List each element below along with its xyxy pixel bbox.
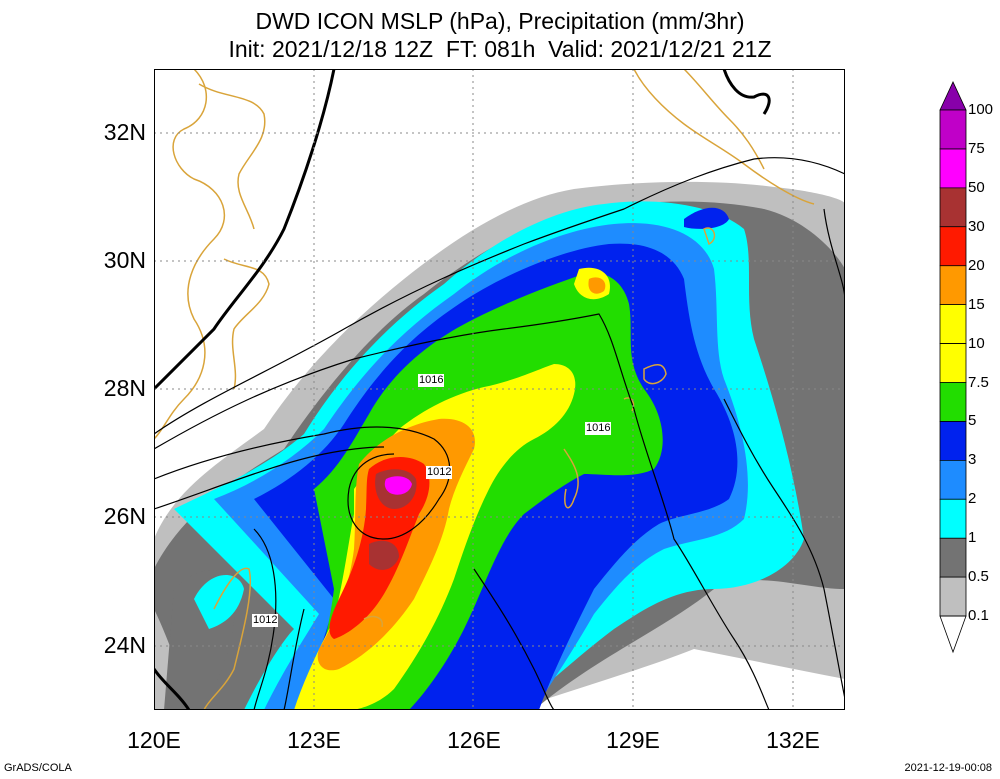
legend-level-label: 75 <box>968 139 985 157</box>
y-tick-label: 30N <box>103 247 146 273</box>
legend-swatch <box>939 187 967 228</box>
isobar-label: 1016 <box>585 422 612 435</box>
legend-level-label: 7.5 <box>968 373 989 391</box>
legend-level-label: 5 <box>968 412 977 430</box>
legend-swatch <box>939 459 967 500</box>
legend-swatch <box>939 382 967 422</box>
legend-level-label: 10 <box>968 334 985 352</box>
legend-swatch <box>939 148 967 189</box>
x-tick-label: 132E <box>766 727 820 753</box>
x-tick-label: 129E <box>606 727 660 753</box>
legend-level-label: 2 <box>968 490 977 508</box>
map-title: DWD ICON MSLP (hPa), Precipitation (mm/3… <box>255 8 745 34</box>
legend-swatch <box>939 265 967 306</box>
legend-level-label: 0.5 <box>968 568 989 586</box>
y-tick-label: 24N <box>103 632 146 658</box>
y-tick-label: 28N <box>103 375 146 401</box>
footer-timestamp: 2021-12-19-00:08 <box>904 762 992 774</box>
legend-swatch <box>939 226 967 267</box>
precipitation-map <box>154 69 845 710</box>
legend-level-label: 50 <box>968 178 985 196</box>
legend-swatch <box>939 304 967 344</box>
legend-swatch <box>939 421 967 461</box>
isobar-label: 1016 <box>418 374 445 387</box>
coastline-bold <box>154 69 771 710</box>
legend-swatch <box>939 343 967 383</box>
lat-lon-grid <box>154 69 845 710</box>
y-tick-label: 32N <box>103 119 146 145</box>
isobar-label: 1012 <box>426 466 453 479</box>
legend-level-label: 20 <box>968 256 985 274</box>
footer-credit: GrADS/COLA <box>4 762 72 774</box>
legend-swatch <box>939 498 967 539</box>
color-legend <box>939 81 967 654</box>
x-tick-label: 120E <box>127 727 181 753</box>
legend-level-label: 100 <box>968 101 994 118</box>
x-tick-label: 123E <box>287 727 341 753</box>
legend-swatch <box>939 615 967 654</box>
map-subtitle: Init: 2021/12/18 12Z FT: 081h Valid: 202… <box>228 36 772 62</box>
precip-30-band <box>384 476 412 495</box>
legend-level-label: 1 <box>968 529 977 547</box>
legend-level-label: 15 <box>968 295 985 313</box>
x-tick-label: 126E <box>447 727 501 753</box>
isobar-label: 1012 <box>252 614 279 627</box>
legend-swatch <box>939 109 967 150</box>
legend-level-label: 3 <box>968 451 977 469</box>
legend-swatch <box>939 537 967 578</box>
legend-swatch <box>939 81 967 111</box>
legend-level-label: 0.1 <box>968 607 989 625</box>
legend-level-label: 30 <box>968 217 985 235</box>
coastline <box>154 69 815 710</box>
legend-swatch <box>939 576 967 617</box>
y-tick-label: 26N <box>103 503 146 529</box>
